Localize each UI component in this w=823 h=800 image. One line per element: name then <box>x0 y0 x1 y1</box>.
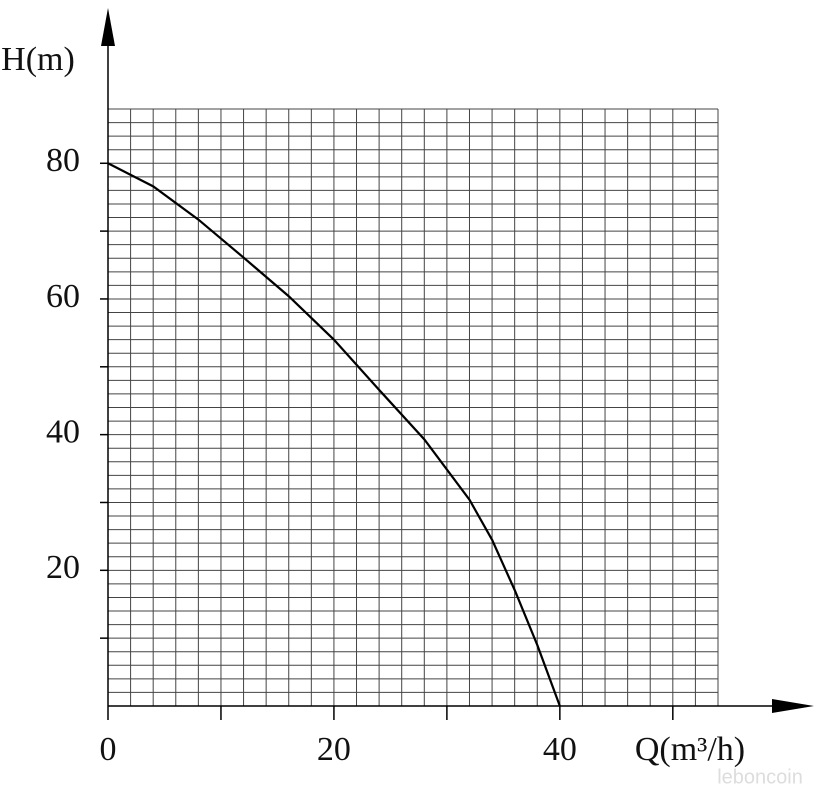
watermark: leboncoin <box>717 766 803 788</box>
x-tick-label: 0 <box>100 731 117 768</box>
x-axis-label: Q(m³/h) <box>635 731 745 768</box>
y-axis-arrow <box>101 8 115 46</box>
x-tick-label: 40 <box>543 731 577 768</box>
y-axis-label: H(m) <box>1 41 75 78</box>
x-axis-arrow <box>772 699 814 713</box>
x-tick-label: 20 <box>317 731 351 768</box>
curve <box>107 162 561 707</box>
y-tick-label: 80 <box>46 142 80 179</box>
y-tick-label: 40 <box>46 413 80 450</box>
y-tick-label: 60 <box>46 278 80 315</box>
y-tick-label: 20 <box>46 549 80 586</box>
